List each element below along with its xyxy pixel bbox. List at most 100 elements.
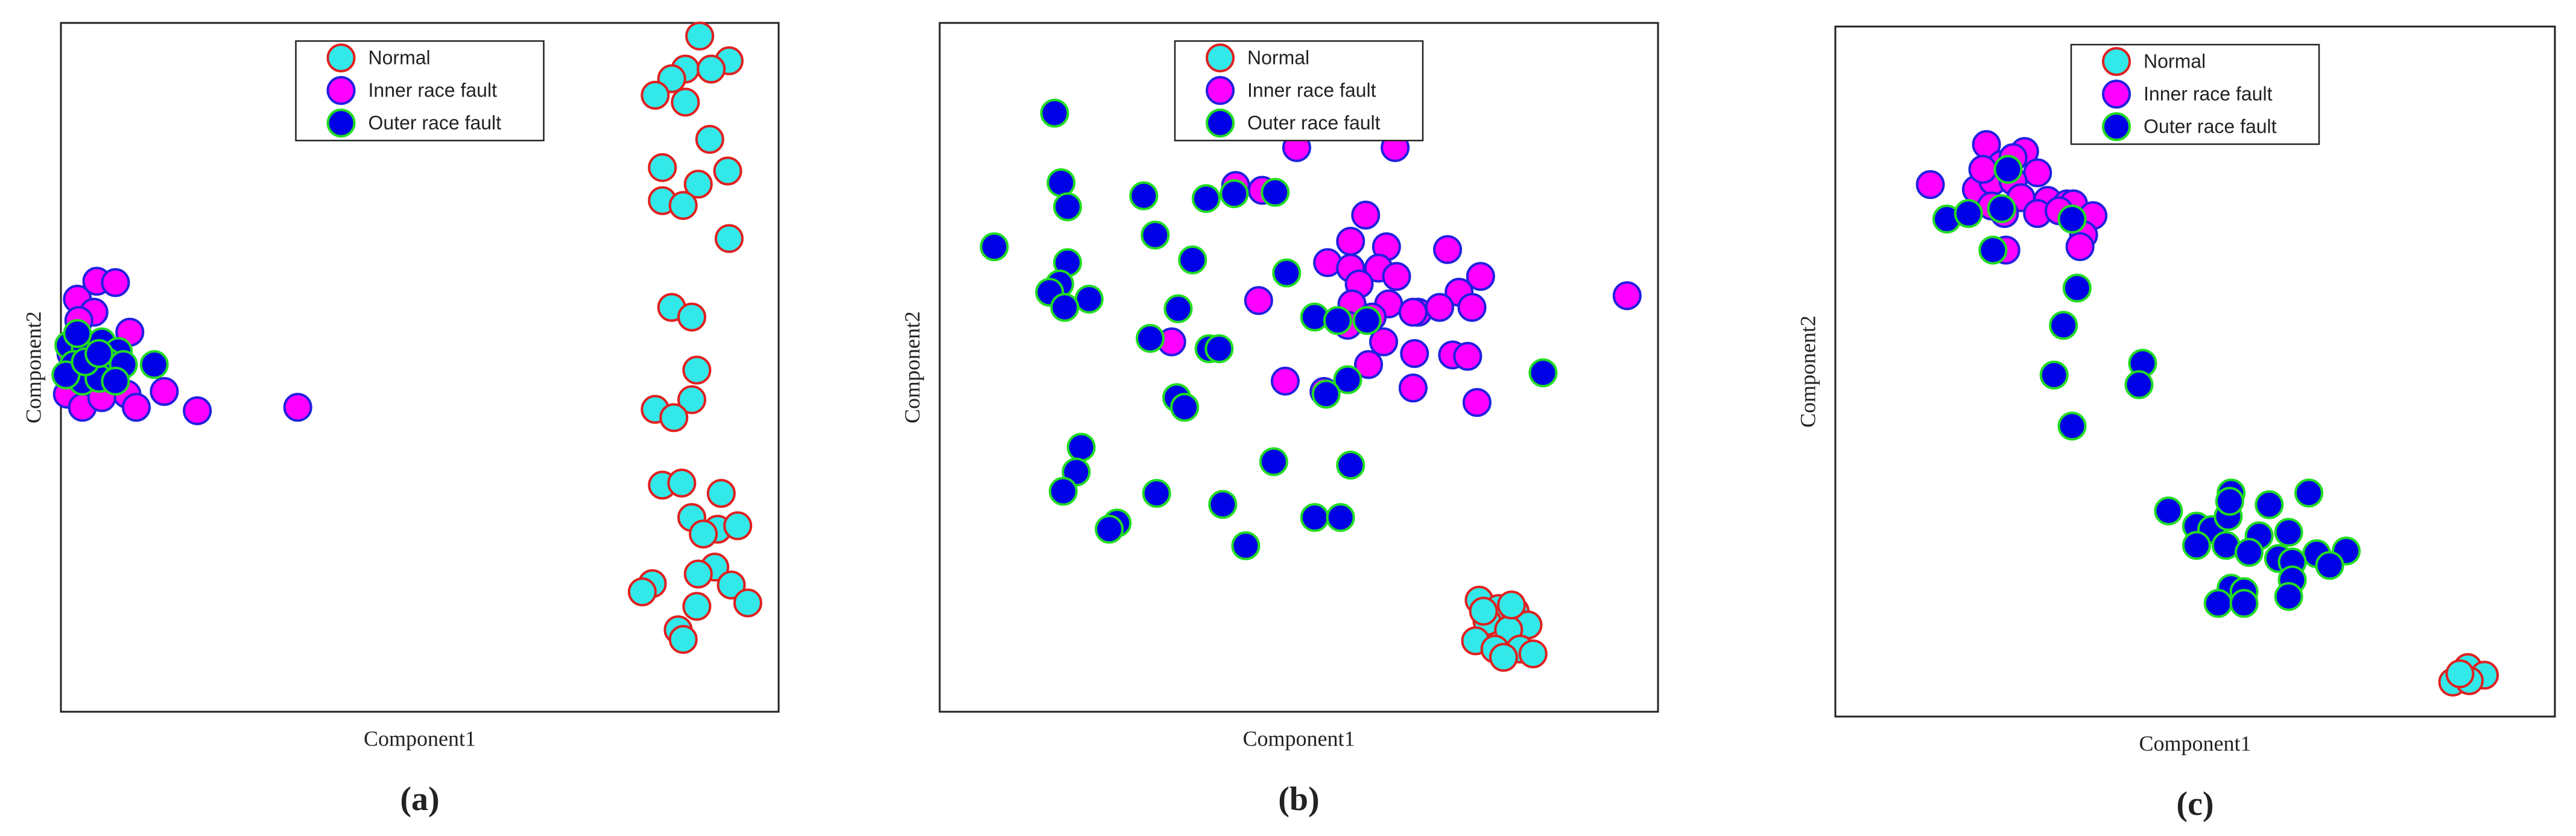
scatter-point	[1142, 478, 1171, 508]
scatter-point	[1453, 341, 1483, 371]
scatter-point	[1462, 388, 1492, 417]
legend-label: Inner race fault	[369, 79, 498, 101]
legend-label: Inner race fault	[2144, 83, 2273, 104]
legend-label: Inner race fault	[1247, 79, 1376, 101]
scatter-point	[1612, 281, 1642, 311]
scatter-point	[2057, 204, 2087, 234]
scatter-point	[1300, 502, 1329, 532]
scatter-point	[659, 403, 689, 432]
scatter-point	[1978, 235, 2008, 265]
scatter-point	[183, 396, 212, 425]
scatter-point	[1095, 515, 1124, 544]
y-axis-label: Component2	[900, 311, 924, 423]
scatter-point	[697, 54, 726, 84]
scatter-point	[2062, 273, 2092, 303]
scatter-point	[1916, 169, 1945, 199]
scatter-point	[682, 592, 712, 621]
scatter-point	[979, 232, 1009, 262]
scatter-point	[2049, 311, 2078, 340]
scatter-point	[1231, 531, 1261, 560]
scatter-point	[1311, 379, 1341, 409]
legend-label: Outer race fault	[1247, 112, 1381, 133]
scatter-point	[1326, 502, 1355, 532]
scatter-point	[1261, 177, 1290, 207]
scatter-point	[2274, 518, 2303, 547]
scatter-point	[283, 393, 312, 422]
scatter-point	[1336, 227, 1366, 256]
y-axis-label: Component2	[1796, 315, 1820, 428]
scatter-point	[1987, 194, 2016, 224]
scatter-point	[63, 319, 92, 349]
scatter-point	[2039, 360, 2069, 390]
scatter-point	[1046, 168, 1076, 197]
legend-marker	[2102, 112, 2131, 141]
scatter-point	[2274, 581, 2303, 611]
scatter-point	[1323, 306, 1352, 335]
x-axis-label: Component1	[364, 726, 476, 750]
scatter-point	[1220, 179, 1249, 209]
scatter-point	[641, 80, 670, 110]
scatter-point	[1129, 181, 1159, 211]
scatter-point	[723, 511, 753, 540]
scatter-point	[1204, 334, 1234, 364]
scatter-point	[648, 153, 677, 182]
scatter-point	[695, 124, 724, 154]
scatter-point	[717, 570, 746, 600]
legend-label: Normal	[2144, 50, 2206, 72]
scatter-point	[689, 519, 718, 549]
legend-marker	[2102, 47, 2131, 76]
chart-panel: Normal Inner race fault Outer race fault Co…	[21, 21, 780, 818]
scatter-point	[150, 376, 179, 406]
chart-panel: Normal Inner race fault Outer race fault Co…	[1796, 25, 2556, 823]
scatter-point	[2023, 158, 2052, 188]
plot-frame	[1834, 25, 2556, 718]
scatter-point	[2154, 496, 2183, 526]
scatter-point	[1354, 350, 1384, 379]
scatter-point	[1170, 393, 1200, 422]
scatter-point	[1135, 324, 1165, 353]
scatter-point	[1489, 642, 1518, 672]
scatter-point	[2315, 551, 2344, 580]
scatter-point	[1433, 235, 1463, 264]
scatter-point	[1954, 199, 1983, 229]
panel-caption: (a)	[400, 781, 439, 818]
scatter-point	[1048, 477, 1078, 506]
scatter-point	[84, 339, 114, 369]
scatter-point	[101, 268, 130, 297]
scatter-point	[1066, 432, 1096, 462]
scatter-point	[1398, 297, 1428, 327]
scatter-point	[627, 577, 657, 607]
panel-caption: (c)	[2176, 785, 2214, 823]
y-axis-label: Component2	[21, 311, 45, 423]
scatter-point	[713, 156, 742, 186]
legend-marker	[326, 76, 356, 105]
legend-marker	[2102, 80, 2131, 109]
chart-panel: Normal Inner race fault Outer race fault Co…	[900, 22, 1659, 818]
scatter-point	[2445, 659, 2475, 689]
legend-marker	[1206, 43, 1235, 72]
scatter-point	[685, 21, 715, 51]
scatter-point	[2057, 411, 2087, 441]
scatter-point	[1208, 490, 1238, 519]
scatter-point	[683, 169, 713, 199]
legend-marker	[326, 109, 356, 138]
legend-label: Outer race fault	[369, 112, 502, 133]
scatter-point	[2203, 589, 2233, 618]
scatter-point	[1382, 262, 1411, 291]
scatter-point	[1270, 366, 1300, 396]
scatter-point	[2294, 478, 2323, 508]
legend-label: Outer race fault	[2144, 115, 2277, 137]
scatter-point	[683, 559, 713, 589]
scatter-point	[1369, 327, 1399, 356]
panel-caption: (b)	[1278, 781, 1319, 818]
scatter-point	[1052, 192, 1082, 221]
scatter-point	[1141, 220, 1170, 250]
scatter-point	[1400, 339, 1429, 369]
scatter-point	[714, 224, 744, 253]
scatter-point	[139, 350, 169, 379]
legend-marker	[326, 43, 356, 72]
scatter-point	[1333, 365, 1362, 394]
scatter-point	[1336, 451, 1366, 480]
legend-marker	[1206, 76, 1235, 105]
